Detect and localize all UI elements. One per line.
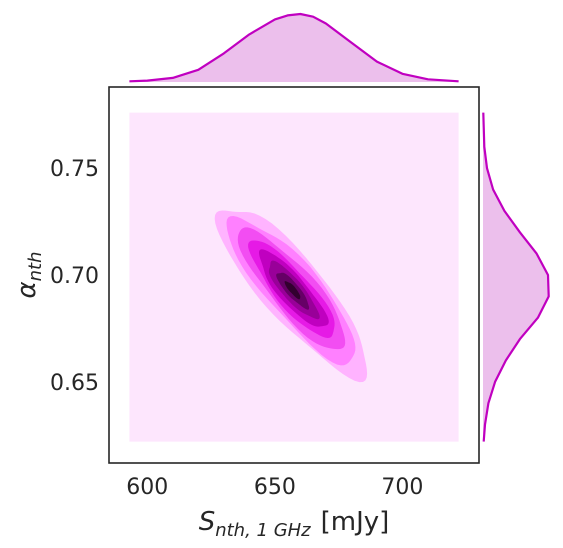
marginal-x-curve (129, 12, 459, 83)
y-tick-label: 0.70 (50, 264, 99, 289)
marginal-x-fill (129, 14, 459, 82)
kde-plot-area (108, 86, 480, 464)
y-axis-label: αnth (12, 251, 46, 298)
x-tick-label: 650 (254, 475, 296, 500)
marginal-x-density (129, 12, 459, 83)
x-axis-label: Snth, 1 GHz [mJy] (199, 507, 390, 541)
y-tick-label: 0.75 (50, 157, 99, 182)
marginal-y-curve (482, 112, 550, 442)
x-tick-label: 600 (126, 475, 168, 500)
x-tick-label: 700 (381, 475, 423, 500)
marginal-y-density (482, 112, 550, 442)
y-tick-label: 0.65 (50, 371, 99, 396)
plot-frame (108, 86, 480, 464)
y-axis-ticks: 0.65 0.70 0.75 (50, 157, 99, 396)
x-axis-ticks: 600 650 700 (126, 475, 423, 500)
kde-contour-level-8 (284, 281, 301, 300)
marginal-y-fill (483, 112, 549, 442)
